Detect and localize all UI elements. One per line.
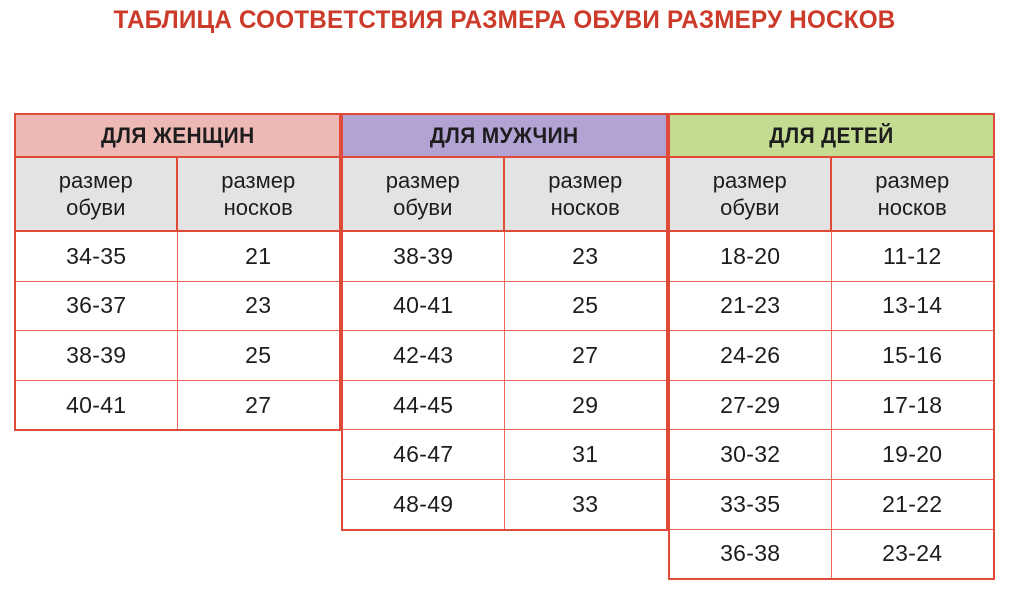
table-row: 30-32 19-20 xyxy=(670,430,993,480)
cell-sock-size: 25 xyxy=(177,331,339,380)
cell-shoe-size: 38-39 xyxy=(16,331,178,380)
subheader-men-sock-line1: размер xyxy=(548,168,623,193)
cell-sock-size: 31 xyxy=(504,430,666,479)
subheader-men-sock: размер носков xyxy=(504,158,666,230)
cell-sock-size: 23 xyxy=(177,281,339,331)
table-row: 18-20 11-12 xyxy=(670,232,993,282)
subheader-women-sock-line1: размер xyxy=(221,168,296,193)
cell-sock-size: 29 xyxy=(504,380,666,430)
cell-shoe-size: 40-41 xyxy=(343,281,505,331)
table-row: 42-43 27 xyxy=(343,331,666,381)
cell-sock-size: 21-22 xyxy=(831,479,993,529)
table-row: 27-29 17-18 xyxy=(670,380,993,431)
subheader-women-shoe-line2: обуви xyxy=(66,195,126,220)
table-row: 21-23 13-14 xyxy=(670,281,993,332)
table-row: 33-35 21-22 xyxy=(670,479,993,530)
rows-children: 18-20 11-12 21-23 13-14 24-26 15-16 27-2… xyxy=(668,232,995,581)
subheader-children-shoe-line1: размер xyxy=(712,168,787,193)
cell-sock-size: 23 xyxy=(504,232,666,281)
rows-women: 34-35 21 36-37 23 38-39 25 40-41 27 xyxy=(14,232,341,432)
cell-shoe-size: 21-23 xyxy=(670,281,832,331)
subheader-women-shoe: размер обуви xyxy=(16,158,178,230)
section-women: ДЛЯ ЖЕНЩИН размер обуви размер носков 34… xyxy=(14,113,341,432)
group-header-children: ДЛЯ ДЕТЕЙ xyxy=(668,113,995,158)
table-row: 48-49 33 xyxy=(343,479,666,529)
subheader-children-sock-line2: носков xyxy=(877,195,947,220)
group-header-women-label: ДЛЯ ЖЕНЩИН xyxy=(100,122,255,148)
cell-sock-size: 15-16 xyxy=(831,331,993,380)
subheader-children-sock-line1: размер xyxy=(875,168,950,193)
cell-sock-size: 27 xyxy=(177,380,339,430)
cell-shoe-size: 42-43 xyxy=(343,331,505,380)
cell-sock-size: 23-24 xyxy=(831,529,993,579)
cell-sock-size: 17-18 xyxy=(831,380,993,430)
subheader-children-shoe: размер обуви xyxy=(670,158,832,230)
subheader-row-men: размер обуви размер носков xyxy=(341,158,668,232)
table-row: 44-45 29 xyxy=(343,380,666,431)
cell-shoe-size: 33-35 xyxy=(670,479,832,529)
cell-shoe-size: 46-47 xyxy=(343,430,505,479)
cell-sock-size: 33 xyxy=(504,479,666,529)
cell-shoe-size: 27-29 xyxy=(670,380,832,430)
cell-shoe-size: 40-41 xyxy=(16,380,178,430)
group-header-women: ДЛЯ ЖЕНЩИН xyxy=(14,113,341,158)
subheader-row-children: размер обуви размер носков xyxy=(668,158,995,232)
page-title: ТАБЛИЦА СООТВЕТСТВИЯ РАЗМЕРА ОБУВИ РАЗМЕ… xyxy=(113,6,896,34)
table-row: 46-47 31 xyxy=(343,430,666,480)
cell-sock-size: 11-12 xyxy=(831,232,993,281)
subheader-men-shoe-line2: обуви xyxy=(393,195,453,220)
cell-sock-size: 21 xyxy=(177,232,339,281)
cell-sock-size: 25 xyxy=(504,281,666,331)
subheader-women-sock-line2: носков xyxy=(223,195,293,220)
rows-men: 38-39 23 40-41 25 42-43 27 44-45 29 46-4… xyxy=(341,232,668,531)
table-row: 36-37 23 xyxy=(16,281,339,332)
cell-shoe-size: 24-26 xyxy=(670,331,832,380)
table-row: 38-39 23 xyxy=(343,232,666,282)
cell-shoe-size: 18-20 xyxy=(670,232,832,281)
table-row: 24-26 15-16 xyxy=(670,331,993,381)
cell-shoe-size: 30-32 xyxy=(670,430,832,479)
subheader-men-shoe-line1: размер xyxy=(385,168,460,193)
section-children: ДЛЯ ДЕТЕЙ размер обуви размер носков 18-… xyxy=(668,113,995,581)
table-row: 38-39 25 xyxy=(16,331,339,381)
table-row: 40-41 27 xyxy=(16,380,339,430)
size-conversion-table: ДЛЯ ЖЕНЩИН размер обуви размер носков 34… xyxy=(14,113,995,581)
subheader-children-sock: размер носков xyxy=(831,158,993,230)
subheader-women-shoe-line1: размер xyxy=(58,168,133,193)
table-row: 40-41 25 xyxy=(343,281,666,332)
subheader-row-women: размер обуви размер носков xyxy=(14,158,341,232)
subheader-men-sock-line2: носков xyxy=(550,195,620,220)
cell-shoe-size: 44-45 xyxy=(343,380,505,430)
cell-sock-size: 13-14 xyxy=(831,281,993,331)
cell-shoe-size: 36-38 xyxy=(670,529,832,579)
cell-sock-size: 19-20 xyxy=(831,430,993,479)
group-header-children-label: ДЛЯ ДЕТЕЙ xyxy=(769,122,894,148)
table-row: 34-35 21 xyxy=(16,232,339,282)
cell-shoe-size: 34-35 xyxy=(16,232,178,281)
cell-shoe-size: 38-39 xyxy=(343,232,505,281)
subheader-children-shoe-line2: обуви xyxy=(720,195,780,220)
group-header-men: ДЛЯ МУЖЧИН xyxy=(341,113,668,158)
cell-sock-size: 27 xyxy=(504,331,666,380)
section-men: ДЛЯ МУЖЧИН размер обуви размер носков 38… xyxy=(341,113,668,531)
cell-shoe-size: 36-37 xyxy=(16,281,178,331)
table-row: 36-38 23-24 xyxy=(670,529,993,579)
group-header-men-label: ДЛЯ МУЖЧИН xyxy=(430,122,579,148)
subheader-women-sock: размер носков xyxy=(177,158,339,230)
cell-shoe-size: 48-49 xyxy=(343,479,505,529)
subheader-men-shoe: размер обуви xyxy=(343,158,505,230)
